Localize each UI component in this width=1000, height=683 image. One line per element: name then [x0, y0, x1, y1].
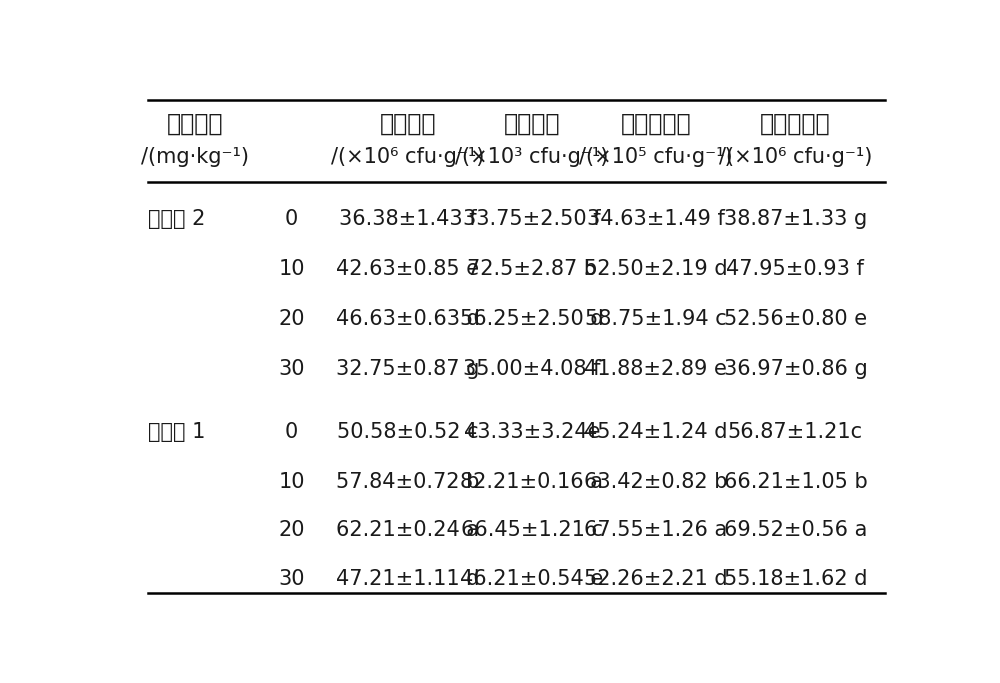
Text: 52.50±2.19 d: 52.50±2.19 d: [584, 259, 728, 279]
Text: 63.42±0.82 b: 63.42±0.82 b: [584, 472, 728, 492]
Text: 33.75±2.50 f: 33.75±2.50 f: [463, 209, 601, 229]
Text: 38.87±1.33 g: 38.87±1.33 g: [724, 209, 867, 229]
Text: 55.18±1.62 d: 55.18±1.62 d: [724, 569, 867, 589]
Text: 处理水平: 处理水平: [166, 112, 223, 136]
Text: /(×10⁵ cfu·g⁻¹): /(×10⁵ cfu·g⁻¹): [579, 147, 733, 167]
Text: 66.21±1.05 b: 66.21±1.05 b: [724, 472, 867, 492]
Text: 50.58±0.52 c: 50.58±0.52 c: [337, 421, 479, 442]
Text: 62.21±0.24 a: 62.21±0.24 a: [336, 520, 479, 540]
Text: 46.21±0.54 e: 46.21±0.54 e: [460, 569, 604, 589]
Text: /(mg·kg⁻¹): /(mg·kg⁻¹): [141, 147, 249, 167]
Text: 35.00±4.08 f: 35.00±4.08 f: [463, 359, 601, 378]
Text: 47.95±0.93 f: 47.95±0.93 f: [726, 259, 864, 279]
Text: 细菌数量: 细菌数量: [380, 112, 436, 136]
Text: 实施例 1: 实施例 1: [148, 421, 206, 442]
Text: 30: 30: [278, 359, 305, 378]
Text: 69.52±0.56 a: 69.52±0.56 a: [724, 520, 867, 540]
Text: /(×10³ cfu·g⁻¹): /(×10³ cfu·g⁻¹): [455, 147, 609, 167]
Text: 32.75±0.87 g: 32.75±0.87 g: [336, 359, 480, 378]
Text: 42.63±0.85 e: 42.63±0.85 e: [336, 259, 479, 279]
Text: 微生物总数: 微生物总数: [760, 112, 831, 136]
Text: 放线菌数量: 放线菌数量: [621, 112, 691, 136]
Text: 10: 10: [278, 259, 305, 279]
Text: 67.55±1.26 a: 67.55±1.26 a: [584, 520, 728, 540]
Text: 20: 20: [278, 520, 305, 540]
Text: 58.75±1.94 c: 58.75±1.94 c: [585, 309, 727, 329]
Text: 56.87±1.21c: 56.87±1.21c: [728, 421, 863, 442]
Text: 56.25±2.50 d: 56.25±2.50 d: [460, 309, 604, 329]
Text: 46.63±0.63 d: 46.63±0.63 d: [336, 309, 480, 329]
Text: 52.56±0.80 e: 52.56±0.80 e: [724, 309, 867, 329]
Text: 47.21±1.11 d: 47.21±1.11 d: [336, 569, 480, 589]
Text: 52.26±2.21 d: 52.26±2.21 d: [584, 569, 728, 589]
Text: 45.24±1.24 d: 45.24±1.24 d: [584, 421, 728, 442]
Text: 真菌数量: 真菌数量: [504, 112, 560, 136]
Text: 82.21±0.16 a: 82.21±0.16 a: [460, 472, 603, 492]
Text: 36.97±0.86 g: 36.97±0.86 g: [724, 359, 867, 378]
Text: 0: 0: [285, 421, 298, 442]
Text: 36.38±1.43 f: 36.38±1.43 f: [339, 209, 477, 229]
Text: 20: 20: [278, 309, 305, 329]
Text: 72.5±2.87 b: 72.5±2.87 b: [467, 259, 597, 279]
Text: /(×10⁶ cfu·g⁻¹): /(×10⁶ cfu·g⁻¹): [331, 147, 485, 167]
Text: 66.45±1.21 c: 66.45±1.21 c: [461, 520, 603, 540]
Text: 43.33±3.24e: 43.33±3.24e: [464, 421, 600, 442]
Text: 30: 30: [278, 569, 305, 589]
Text: /(×10⁶ cfu·g⁻¹): /(×10⁶ cfu·g⁻¹): [719, 147, 872, 167]
Text: 0: 0: [285, 209, 298, 229]
Text: 10: 10: [278, 472, 305, 492]
Text: 对比例 2: 对比例 2: [148, 209, 206, 229]
Text: 41.88±2.89 e: 41.88±2.89 e: [584, 359, 727, 378]
Text: 34.63±1.49 f: 34.63±1.49 f: [587, 209, 725, 229]
Text: 57.84±0.72 b: 57.84±0.72 b: [336, 472, 480, 492]
